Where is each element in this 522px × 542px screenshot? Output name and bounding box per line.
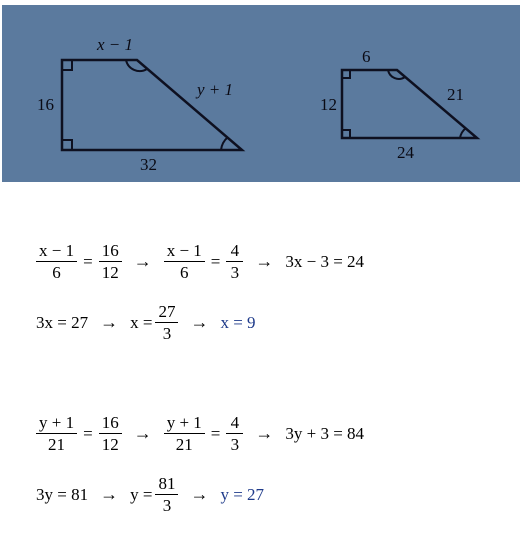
sx-f5d: 3 <box>160 323 175 342</box>
arrow-icon: → <box>100 484 118 505</box>
geometry-diagram: x − 1 16 y + 1 32 6 12 21 24 <box>2 5 520 182</box>
sy-f4n: 4 <box>226 414 243 434</box>
arrow-icon: → <box>134 423 152 444</box>
sy-f2n: 16 <box>99 414 122 434</box>
sy-f3n: y + 1 <box>164 414 205 434</box>
sx-answer: x = 9 <box>220 313 255 333</box>
sy-f5d: 3 <box>160 495 175 514</box>
sy-step4: 3y = 81 <box>36 485 88 505</box>
sx-f1d: 6 <box>49 262 64 281</box>
right-left-label: 12 <box>320 95 337 114</box>
arrow-icon: → <box>190 312 208 333</box>
sx-f1n: x − 1 <box>36 242 77 262</box>
arrow-icon: → <box>190 484 208 505</box>
right-top-label: 6 <box>362 47 371 66</box>
sx-step4: 3x = 27 <box>36 313 88 333</box>
sx-f5n: 27 <box>155 303 178 323</box>
sy-f3d: 21 <box>173 434 196 453</box>
sy-f1n: y + 1 <box>36 414 77 434</box>
arrow-icon: → <box>255 423 273 444</box>
sx-f2d: 12 <box>99 262 122 281</box>
sol-x-line2: 3x = 27 → x = 273 → x = 9 <box>36 303 486 342</box>
sx-step3: 3x − 3 = 24 <box>285 252 364 272</box>
left-left-label: 16 <box>37 95 54 114</box>
sy-step5l: y = <box>130 485 152 505</box>
sx-f3d: 6 <box>177 262 192 281</box>
left-top-label: x − 1 <box>96 35 133 54</box>
sx-f2n: 16 <box>99 242 122 262</box>
sol-x-line1: x − 16 = 1612 → x − 16 = 43 → 3x − 3 = 2… <box>36 242 486 281</box>
left-right-label: y + 1 <box>195 80 233 99</box>
solution-x-block: x − 16 = 1612 → x − 16 = 43 → 3x − 3 = 2… <box>36 242 486 342</box>
solution-area: x − 16 = 1612 → x − 16 = 43 → 3x − 3 = 2… <box>0 242 522 514</box>
sol-y-line2: 3y = 81 → y = 813 → y = 27 <box>36 475 486 514</box>
arrow-icon: → <box>255 251 273 272</box>
sy-answer: y = 27 <box>220 485 264 505</box>
sy-f1d: 21 <box>45 434 68 453</box>
sx-step5l: x = <box>130 313 152 333</box>
sx-f4n: 4 <box>226 242 243 262</box>
sx-f3n: x − 1 <box>164 242 205 262</box>
right-right-label: 21 <box>447 85 464 104</box>
right-bottom-label: 24 <box>397 143 415 162</box>
diagram-svg: x − 1 16 y + 1 32 6 12 21 24 <box>2 5 520 182</box>
sy-f5n: 81 <box>155 475 178 495</box>
solution-y-block: y + 121 = 1612 → y + 121 = 43 → 3y + 3 =… <box>36 414 486 514</box>
arrow-icon: → <box>100 312 118 333</box>
left-bottom-label: 32 <box>140 155 157 174</box>
sol-y-line1: y + 121 = 1612 → y + 121 = 43 → 3y + 3 =… <box>36 414 486 453</box>
arrow-icon: → <box>134 251 152 272</box>
sy-f4d: 3 <box>228 434 243 453</box>
sy-f2d: 12 <box>99 434 122 453</box>
sx-f4d: 3 <box>228 262 243 281</box>
sy-step3: 3y + 3 = 84 <box>285 424 364 444</box>
